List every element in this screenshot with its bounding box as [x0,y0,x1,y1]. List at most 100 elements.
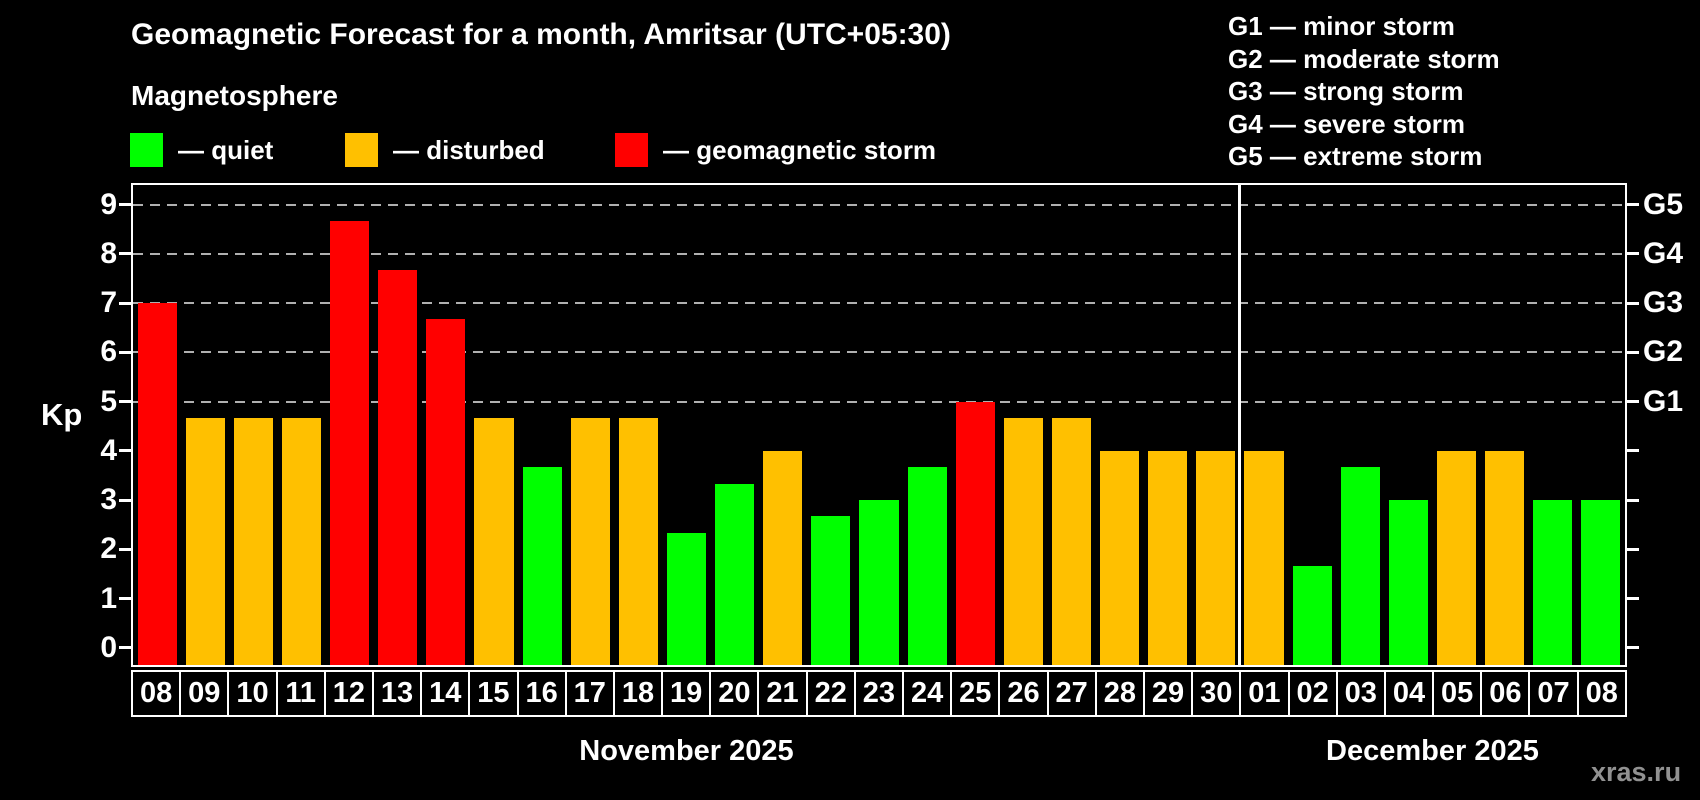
kp-gridline [133,351,1625,354]
day-label-cell: 22 [807,672,856,715]
kp-bar [1148,450,1188,665]
day-label-cell: 16 [518,672,567,715]
y-axis-tick-right [1627,301,1639,305]
storm-level-axis-label: G3 [1643,286,1684,320]
day-label-cell: 26 [1000,672,1049,715]
day-label-cell: 20 [711,672,760,715]
day-label-cell: 18 [614,672,664,715]
kp-bar [185,417,225,665]
kp-bar [522,467,562,665]
day-label-cell: 07 [1530,672,1579,715]
y-axis-tick-left [119,252,131,256]
y-axis-tick-label: 7 [100,286,117,320]
kp-bar [330,220,370,665]
day-label-cell: 13 [373,672,423,715]
watermark: xras.ru [1591,757,1682,787]
kp-bar [570,417,610,665]
legend-label-disturbed: — disturbed [393,134,545,165]
day-label-cell: 10 [229,672,278,715]
y-axis-tick-label: 1 [100,581,117,615]
kp-bar [378,270,418,665]
kp-bar [811,516,851,665]
y-axis-tick-right [1627,449,1639,453]
y-axis-tick-left [119,498,131,502]
kp-bar [666,533,707,665]
y-axis-tick-left [119,203,131,207]
kp-bar [907,467,947,665]
y-axis-tick-left [119,449,131,453]
day-label-cell: 14 [422,672,471,715]
day-label-cell: 03 [1337,672,1386,715]
day-label-cell: 17 [566,672,615,715]
y-axis-tick-right [1627,350,1639,354]
day-label-cell: 24 [904,672,953,715]
y-axis-tick-left [119,350,131,354]
storm-scale-g5: G5 — extreme storm [1228,141,1483,171]
kp-bar [955,401,995,665]
y-axis-tick-left [119,597,131,601]
month-separator-line [1238,185,1242,665]
day-label-cell: 29 [1144,672,1194,715]
y-axis-tick-label: 3 [100,483,117,517]
quiet-color-swatch [130,133,163,167]
y-axis-tick-right [1627,203,1639,207]
legend-item-disturbed: — disturbed [345,132,545,168]
day-label-cell: 21 [759,672,808,715]
day-label-cell: 28 [1096,672,1145,715]
day-label-cell: 11 [277,672,326,715]
y-axis-tick-right [1627,597,1639,601]
kp-bar [1436,450,1477,665]
storm-scale-g1: G1 — minor storm [1228,11,1455,41]
y-axis-tick-right [1627,498,1639,502]
y-axis-tick-right [1627,252,1639,256]
kp-gridline [133,400,1625,403]
kp-bar [1581,500,1621,665]
kp-bar [763,450,803,665]
y-axis-tick-right [1627,547,1639,551]
day-label-row: 08 09 10 11 12 13 14 15 16 17 18 19 20 21 22 23 24 25 26 27… [131,670,1627,717]
day-label-cell: 02 [1289,672,1338,715]
legend-label-storm: — geomagnetic storm [663,134,937,165]
y-axis-tick-left [119,301,131,305]
kp-bar [1100,450,1140,665]
month-label: November 2025 [579,735,794,767]
storm-scale-legend: G1 — minor storm G2 — moderate storm G3 … [1228,10,1500,173]
storm-scale-g3: G3 — strong storm [1228,76,1464,106]
day-label-cell: 23 [855,672,904,715]
y-axis-tick-left [119,646,131,650]
legend-item-storm: — geomagnetic storm [615,132,936,168]
legend-item-quiet: — quiet [130,132,273,168]
day-label-cell: 06 [1482,672,1531,715]
kp-gridline [133,203,1625,206]
y-axis-tick-label: 5 [100,384,117,418]
y-axis-tick-left [119,547,131,551]
storm-level-axis-label: G1 [1643,384,1684,418]
y-axis-tick-label: 0 [100,630,117,664]
day-label-cell: 09 [181,672,230,715]
y-axis-tick-right [1627,400,1639,404]
storm-level-axis-label: G5 [1643,187,1684,221]
y-axis-tick-label: 8 [100,236,117,270]
plot-area [131,183,1627,667]
chart-title: Geomagnetic Forecast for a month, Amrits… [131,18,951,51]
kp-bar [1533,500,1573,665]
kp-bar [1003,417,1043,665]
day-label-cell: 25 [952,672,1001,715]
day-label-cell: 19 [663,672,712,715]
storm-color-swatch [615,133,648,167]
day-label-cell: 08 [133,672,182,715]
kp-bar [1051,417,1092,665]
y-axis-tick-label: 9 [100,187,117,221]
kp-bar [1485,450,1525,665]
storm-level-axis-label: G4 [1643,236,1684,270]
kp-gridline [133,252,1625,255]
month-label: December 2025 [1326,735,1539,767]
day-label-cell: 30 [1193,672,1242,715]
disturbed-color-swatch [345,133,378,167]
day-label-cell: 15 [470,672,519,715]
kp-bar [137,303,177,665]
kp-bar [859,500,899,665]
kp-bar [1388,500,1428,665]
day-label-cell: 12 [325,672,374,715]
